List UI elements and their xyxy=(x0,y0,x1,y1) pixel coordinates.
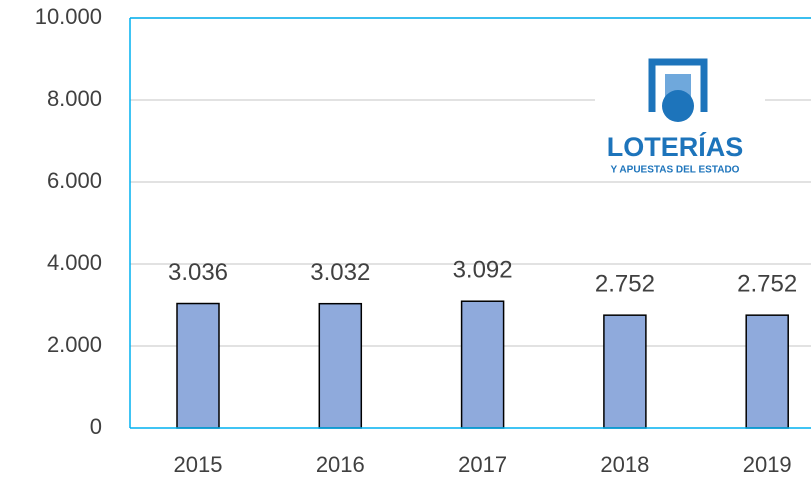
logo-subtitle: Y APUESTAS DEL ESTADO xyxy=(611,165,740,176)
logo-ball xyxy=(662,90,694,122)
value-label: 2.752 xyxy=(595,271,655,298)
bar xyxy=(176,302,220,429)
bar xyxy=(460,300,505,429)
bar xyxy=(603,314,647,429)
y-tick-label: 8.000 xyxy=(47,86,102,111)
logo: LOTERÍAS Y APUESTAS DEL ESTADO xyxy=(595,40,765,180)
x-tick-label: 2015 xyxy=(174,452,223,477)
y-tick-label: 2.000 xyxy=(47,332,102,357)
x-tick-label: 2016 xyxy=(316,452,365,477)
y-tick-label: 6.000 xyxy=(47,168,102,193)
x-tick-label: 2019 xyxy=(743,452,792,477)
logo-title: LOTERÍAS xyxy=(607,131,744,162)
y-tick-label: 10.000 xyxy=(35,4,102,29)
value-label: 3.032 xyxy=(310,259,370,286)
x-tick-label: 2017 xyxy=(458,452,507,477)
value-label: 3.036 xyxy=(168,259,228,286)
logo-frame xyxy=(648,58,708,112)
bar xyxy=(745,314,789,429)
bar xyxy=(318,302,363,429)
value-label: 3.092 xyxy=(453,257,513,284)
x-tick-label: 2018 xyxy=(600,452,649,477)
value-label: 2.752 xyxy=(737,271,797,298)
y-tick-label: 4.000 xyxy=(47,250,102,275)
y-tick-label: 0 xyxy=(90,414,102,439)
